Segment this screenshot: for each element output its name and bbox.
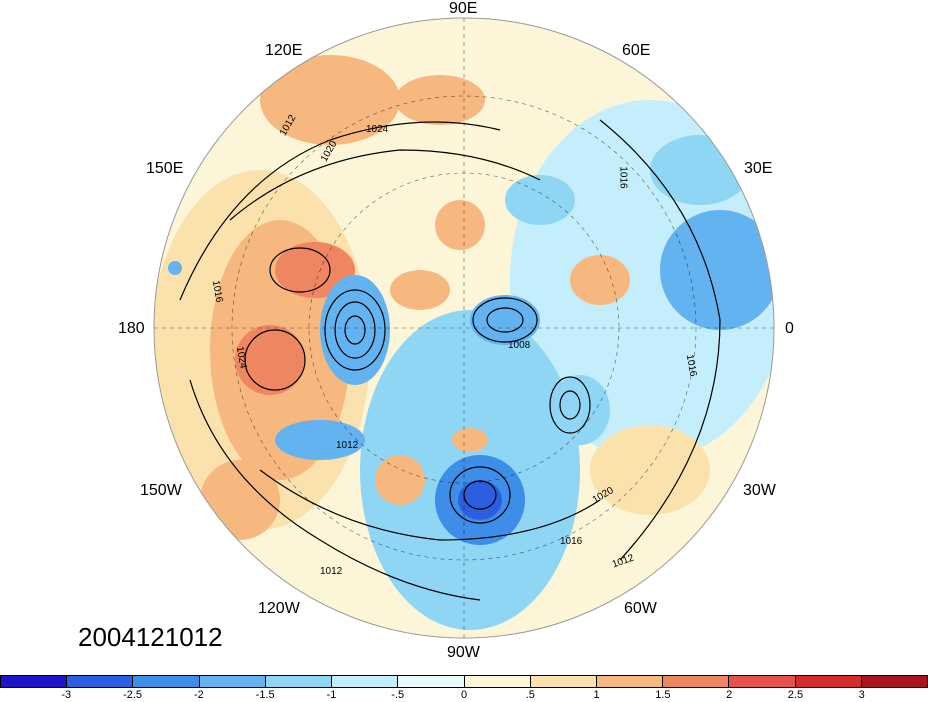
- colorbar-segment: [265, 676, 333, 687]
- colorbar-segment: [861, 676, 928, 687]
- colorbar-segment: [663, 676, 730, 687]
- lon-label-0: 0: [785, 320, 794, 337]
- colorbar-segment: [398, 676, 465, 687]
- colorbar: [0, 675, 928, 688]
- colorbar-segment: [1, 676, 68, 687]
- lon-label-150e: 150E: [146, 160, 184, 177]
- datestamp: 2004121012: [78, 622, 223, 652]
- colorbar-tick-label: -1: [326, 689, 337, 701]
- colorbar-tick-label: 2.5: [787, 689, 804, 701]
- colorbar-tick-label: 1: [593, 689, 600, 701]
- colorbar-segment: [67, 676, 134, 687]
- colorbar-tick-label: 3: [858, 689, 865, 701]
- colorbar-segment: [199, 676, 266, 687]
- contour-label: 1012: [320, 566, 343, 577]
- lon-label-90w: 90W: [447, 644, 480, 661]
- colorbar-segment: [530, 676, 597, 687]
- colorbar-tick-label: -2.5: [123, 689, 143, 701]
- contour-label: 1012: [336, 440, 359, 451]
- colorbar-segment: [133, 676, 200, 687]
- colorbar-segment: [795, 676, 862, 687]
- colorbar-segment: [332, 676, 399, 687]
- contour-label: 1008: [508, 340, 531, 351]
- colorbar-tick-label: -2: [193, 689, 204, 701]
- lon-label-150w: 150W: [140, 482, 182, 499]
- colorbar-tick-label: 2: [726, 689, 733, 701]
- lon-label-90e: 90E: [449, 0, 478, 17]
- lon-label-60e: 60E: [622, 42, 651, 59]
- contour-label: 1016: [560, 536, 583, 547]
- colorbar-segment: [596, 676, 664, 687]
- anomaly-field: [154, 18, 774, 638]
- colorbar-tick-label: -1.5: [255, 689, 275, 701]
- contour-label: 1016: [617, 166, 629, 189]
- lon-label-30e: 30E: [744, 160, 773, 177]
- colorbar-tick-label: -3: [61, 689, 72, 701]
- lon-label-60w: 60W: [624, 600, 657, 617]
- lon-label-120e: 120E: [265, 42, 303, 59]
- lon-label-120w: 120W: [258, 600, 300, 617]
- colorbar-segment: [729, 676, 796, 687]
- colorbar-tick-label: -.5: [391, 689, 405, 701]
- colorbar-tick-label: .5: [525, 689, 535, 701]
- colorbar-tick-label: 1.5: [655, 689, 671, 701]
- contour-label: 1024: [366, 124, 389, 135]
- lon-label-30w: 30W: [743, 482, 776, 499]
- colorbar-segment: [464, 676, 531, 687]
- colorbar-tick-label: 0: [460, 689, 468, 701]
- lon-label-180: 180: [118, 320, 145, 337]
